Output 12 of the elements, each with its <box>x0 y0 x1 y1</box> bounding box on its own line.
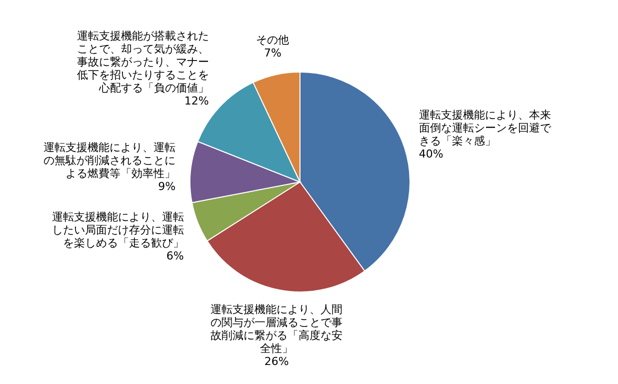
data-label: 26% <box>264 355 289 368</box>
slice-label: 運転支援機能により、運転の無駄が削減されることによる燃費等「効率性」 <box>44 140 176 180</box>
data-label: 6% <box>166 250 184 263</box>
slice-label: 運転支援機能により、本来面倒な運転シーンを回避できる「楽々感」 <box>418 108 552 148</box>
slice-label: その他 <box>256 33 290 46</box>
slice-label: 運転支援機能により、運転したい局面だけ存分に運転を楽しめる「走る歓び」 <box>52 210 184 250</box>
data-label: 7% <box>264 46 282 60</box>
slice-label: 運転支援機能により、人間の関与が一層減ることで事故削減に繋がる「高度な安全性」 <box>210 303 343 356</box>
data-label: 9% <box>158 180 176 193</box>
slice-label: 運転支援機能が搭載されたことで、却って気が緩み、事故に繋がったり、マナー低下を招いたりすることを心配する「負の価値」 <box>76 30 209 95</box>
data-label: 12% <box>184 94 209 108</box>
data-label: 40% <box>418 147 444 160</box>
